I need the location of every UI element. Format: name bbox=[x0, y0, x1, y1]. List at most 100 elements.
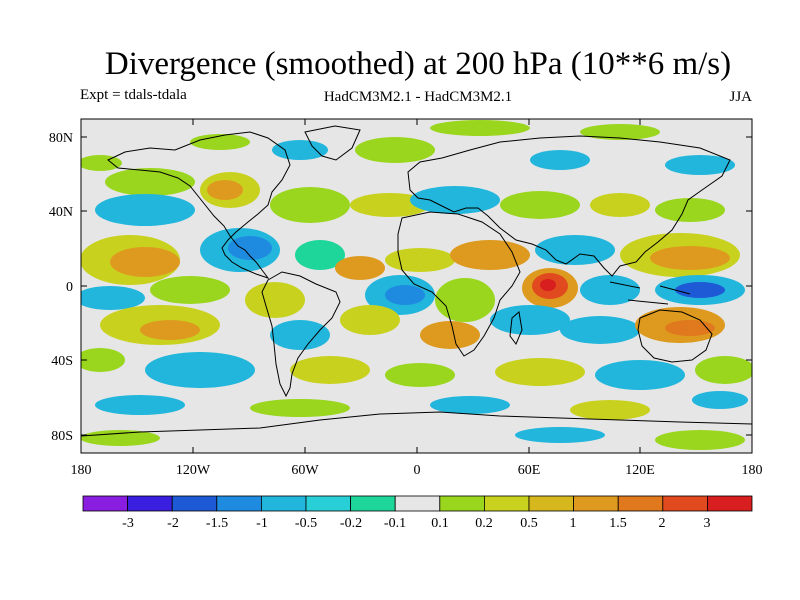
colorbar-swatch bbox=[617, 495, 664, 512]
field-anomaly bbox=[540, 279, 556, 291]
field-anomaly bbox=[590, 193, 650, 217]
field-anomaly bbox=[595, 360, 685, 390]
colorbar-swatch bbox=[707, 495, 753, 512]
lon-label: 180 bbox=[71, 463, 92, 478]
field-anomaly bbox=[650, 246, 730, 270]
colorbar-swatch bbox=[573, 495, 619, 512]
experiment-label: Expt = tdals-tdala bbox=[80, 87, 187, 103]
field-anomaly bbox=[385, 248, 455, 272]
season-label: JJA bbox=[729, 89, 752, 105]
field-anomaly bbox=[675, 282, 725, 298]
lon-label: 60E bbox=[518, 463, 541, 478]
colorbar-swatch bbox=[483, 495, 530, 512]
field-anomaly bbox=[272, 140, 328, 160]
divergence-field bbox=[81, 120, 752, 450]
colorbar-swatch bbox=[260, 495, 307, 512]
lat-label: 80N bbox=[49, 131, 73, 146]
map-title: Divergence (smoothed) at 200 hPa (10**6 … bbox=[104, 46, 732, 82]
coastline-madagascar bbox=[509, 311, 523, 345]
colorbar-label: 2 bbox=[659, 516, 666, 531]
coastline-north-america bbox=[107, 131, 291, 279]
field-anomaly bbox=[290, 356, 370, 384]
colorbar-label: -2 bbox=[167, 516, 179, 531]
coastline-antarctica bbox=[81, 411, 752, 437]
field-anomaly bbox=[95, 194, 195, 226]
colorbar-label: -1.5 bbox=[206, 516, 228, 531]
colorbar-label: -0.5 bbox=[295, 516, 317, 531]
field-anomaly bbox=[145, 352, 255, 388]
lat-label: 40S bbox=[51, 354, 73, 369]
field-anomaly bbox=[500, 191, 580, 219]
lat-label: 40N bbox=[49, 205, 73, 220]
colorbar-label: -3 bbox=[122, 516, 134, 531]
field-anomaly bbox=[570, 400, 650, 420]
field-anomaly bbox=[430, 120, 530, 136]
lat-label: 0 bbox=[66, 280, 73, 295]
colorbar-label: 0.5 bbox=[520, 516, 538, 531]
field-anomaly bbox=[81, 430, 160, 446]
field-anomaly bbox=[580, 275, 640, 305]
field-anomaly bbox=[692, 391, 748, 409]
colorbar-swatch bbox=[127, 495, 173, 512]
colorbar-label: -0.2 bbox=[340, 516, 362, 531]
axis-ticks bbox=[80, 119, 753, 453]
colorbar-label: -0.1 bbox=[384, 516, 406, 531]
field-anomaly bbox=[580, 124, 660, 140]
models-label: HadCM3M2.1 - HadCM3M2.1 bbox=[323, 89, 513, 105]
field-anomaly bbox=[560, 316, 640, 344]
colorbar-label: 1.5 bbox=[609, 516, 627, 531]
field-anomaly bbox=[450, 240, 530, 270]
field-anomaly bbox=[110, 247, 180, 277]
field-anomaly bbox=[350, 193, 430, 217]
field-anomaly bbox=[515, 427, 605, 443]
colorbar-swatch bbox=[662, 495, 708, 512]
colorbar-swatch bbox=[216, 495, 262, 512]
field-anomaly bbox=[81, 286, 145, 310]
field-anomaly bbox=[665, 320, 715, 336]
coastline-greenland bbox=[304, 125, 361, 161]
colorbar-label: 0.2 bbox=[475, 516, 493, 531]
field-anomaly bbox=[105, 168, 195, 196]
field-anomaly bbox=[150, 276, 230, 304]
colorbar-labels: -3 -2 -1.5 -1 -0.5 -0.2 -0.1 0.1 0.2 0.5… bbox=[122, 516, 710, 531]
colorbar-swatch bbox=[439, 495, 485, 512]
lon-label: 180 bbox=[742, 463, 763, 478]
lon-label: 120E bbox=[625, 463, 655, 478]
field-anomaly bbox=[695, 356, 752, 384]
field-anomaly bbox=[535, 235, 615, 265]
field-anomaly bbox=[385, 363, 455, 387]
field-anomaly bbox=[490, 305, 570, 335]
coastline-australia bbox=[637, 309, 713, 363]
field-anomaly bbox=[228, 236, 272, 260]
lon-label: 60W bbox=[291, 463, 319, 478]
coastline-africa bbox=[397, 211, 521, 357]
colorbar-swatch bbox=[350, 495, 396, 512]
colorbar bbox=[82, 495, 753, 512]
lat-label: 80S bbox=[51, 429, 73, 444]
field-anomaly bbox=[655, 430, 745, 450]
field-anomaly bbox=[140, 320, 200, 340]
colorbar-label: -1 bbox=[256, 516, 268, 531]
field-anomaly bbox=[81, 155, 122, 171]
colorbar-swatch bbox=[82, 495, 128, 512]
field-anomaly bbox=[81, 348, 125, 372]
field-anomaly bbox=[190, 134, 250, 150]
latitude-axis: 80N 40N 0 40S 80S bbox=[49, 131, 73, 444]
field-anomaly bbox=[270, 320, 330, 350]
field-anomaly bbox=[430, 396, 510, 414]
field-anomaly bbox=[340, 305, 400, 335]
field-anomaly bbox=[665, 155, 735, 175]
coastline-eurasia bbox=[407, 135, 731, 277]
field-anomaly bbox=[435, 278, 495, 322]
field-anomaly bbox=[420, 321, 480, 349]
longitude-axis: 180 120W 60W 0 60E 120E 180 bbox=[71, 463, 763, 478]
field-anomaly bbox=[295, 240, 345, 270]
colorbar-swatch bbox=[394, 495, 441, 512]
field-anomaly bbox=[655, 198, 725, 222]
field-anomaly bbox=[245, 282, 305, 318]
coastline-indonesia bbox=[609, 281, 691, 305]
field-anomaly bbox=[530, 150, 590, 170]
coastlines bbox=[81, 125, 752, 437]
field-anomaly bbox=[270, 187, 350, 223]
